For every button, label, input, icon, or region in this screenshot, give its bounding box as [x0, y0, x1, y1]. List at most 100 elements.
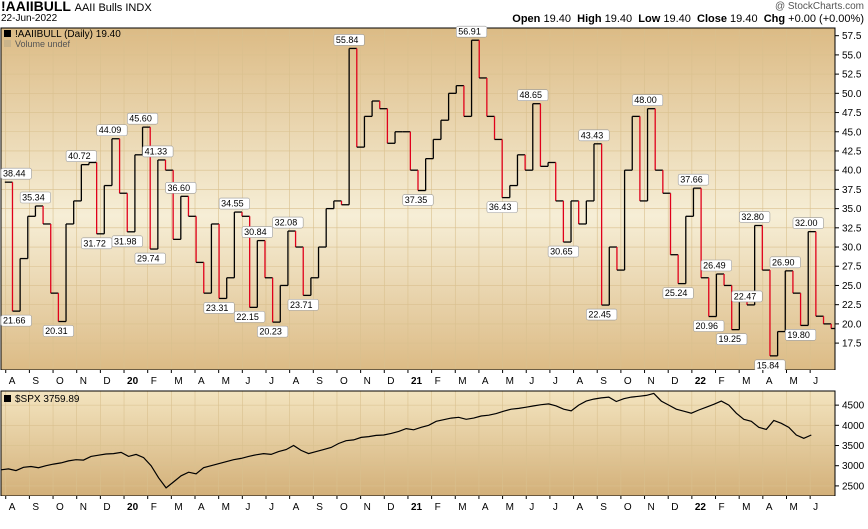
data-label-box: [662, 287, 694, 299]
data-label-box: [111, 235, 143, 248]
x-tick-label: M: [506, 502, 514, 513]
data-label: 36.43: [489, 202, 512, 212]
x-tick-label: M: [458, 376, 466, 387]
data-label: 37.35: [405, 195, 428, 205]
data-label-box: [134, 252, 166, 265]
data-label-box: [19, 191, 51, 204]
x-tick-label: N: [648, 376, 655, 387]
x-tick-label: J: [813, 376, 818, 387]
x-tick-label: S: [316, 376, 323, 387]
data-label-box: [693, 320, 725, 332]
x-tick-label: D: [387, 502, 394, 513]
y-tick-label: 52.5: [842, 70, 862, 81]
data-label: 19.80: [787, 330, 810, 340]
ohlc-readout: Open 19.40 High 19.40 Low 19.40 Close 19…: [512, 13, 864, 25]
x-tick-label: N: [80, 376, 87, 387]
x-tick-label: S: [316, 502, 323, 513]
data-label: 22.47: [734, 291, 757, 301]
bulls-x-axis: A S O N D 20 F M A M J J A S O N D 21 F M A M J J A S O N D 22 F M A M J: [0, 370, 868, 391]
low-value: 19.40: [663, 13, 691, 25]
x-tick-label: J: [269, 376, 274, 387]
y-tick-label: 40.0: [842, 166, 862, 177]
x-tick-label: N: [364, 502, 371, 513]
x-tick-label: A: [482, 502, 489, 513]
symbol: !AAIIBULL: [1, 0, 71, 14]
y-tick-label: 32.5: [842, 223, 862, 234]
stockcharts-credit: @ StockCharts.com: [774, 1, 864, 12]
x-tick-label: A: [766, 502, 773, 513]
x-tick-label: A: [198, 376, 205, 387]
x-axis-background: [0, 496, 868, 517]
data-label: 41.33: [145, 146, 168, 156]
data-label-box: [0, 314, 32, 327]
data-label: 30.84: [244, 227, 267, 237]
y-tick-label: 37.5: [842, 185, 862, 196]
data-label: 30.65: [550, 247, 573, 257]
data-label: 32.80: [741, 212, 764, 222]
panel-background: [1, 391, 835, 496]
data-label-box: [203, 302, 235, 314]
data-label-box: [165, 182, 197, 194]
data-label: 31.72: [83, 238, 106, 248]
x-tick-label: S: [32, 376, 39, 387]
x-tick-label: D: [671, 376, 678, 387]
x-tick-label: J: [529, 376, 534, 387]
data-label: 23.71: [290, 300, 313, 310]
data-label-box: [402, 194, 434, 206]
x-tick-label: A: [577, 502, 584, 513]
x-tick-label: 20: [127, 502, 139, 513]
spx-y-tick-label: 3500: [842, 441, 865, 452]
x-tick-label: A: [577, 376, 584, 387]
data-label: 22.45: [588, 310, 611, 320]
data-label-box: [456, 25, 488, 38]
spx-y-tick-label: 4500: [842, 401, 865, 412]
x-tick-label: M: [742, 502, 750, 513]
spx-line: [0, 392, 812, 489]
x-tick-label: F: [719, 376, 725, 387]
data-label-box: [739, 211, 771, 223]
x-tick-label: J: [813, 502, 818, 513]
spx-y-tick-label: 3000: [842, 461, 865, 472]
x-tick-label: S: [600, 502, 607, 513]
x-tick-label: N: [80, 502, 87, 513]
y-tick-label: 45.0: [842, 127, 862, 138]
y-tick-label: 17.5: [842, 339, 862, 350]
data-label-box: [127, 112, 159, 125]
symbol-name: AAII Bulls INDX: [74, 2, 152, 14]
x-tick-label: D: [671, 502, 678, 513]
x-tick-label: M: [222, 502, 230, 513]
data-label-box: [785, 329, 817, 341]
open-value: 19.40: [543, 13, 571, 25]
bulls-panel: 17.5 20.0 22.5 25.0 27.5 30.0 32.5 35.0 37.5 40.0…: [0, 25, 868, 372]
x-tick-label: A: [9, 376, 16, 387]
data-label: 55.84: [336, 35, 359, 45]
data-label-box: [700, 259, 732, 272]
x-tick-label: M: [742, 376, 750, 387]
x-tick-label: M: [789, 376, 797, 387]
data-label-box: [716, 333, 748, 345]
y-tick-label: 57.5: [842, 31, 862, 42]
x-tick-label: F: [435, 376, 441, 387]
data-label-box: [486, 201, 518, 213]
data-label: 20.23: [259, 327, 282, 337]
spx-panel-title: $SPX 3759.89: [15, 394, 80, 405]
data-label-box: [65, 150, 97, 162]
x-tick-label: M: [174, 376, 182, 387]
data-label: 26.49: [703, 261, 726, 271]
spx-y-tick-label: 4000: [842, 421, 865, 432]
data-label: 35.34: [22, 192, 45, 202]
y-tick-label: 30.0: [842, 243, 862, 254]
x-tick-label: D: [387, 376, 394, 387]
data-label: 37.66: [680, 175, 703, 185]
data-label: 25.24: [665, 288, 688, 298]
x-tick-label: J: [269, 502, 274, 513]
x-tick-label: M: [506, 376, 514, 387]
x-tick-label: N: [364, 376, 371, 387]
data-label: 26.90: [772, 257, 795, 267]
data-label-box: [96, 124, 128, 137]
x-tick-label: F: [719, 502, 725, 513]
data-label: 19.25: [718, 334, 741, 344]
x-tick-label: M: [458, 502, 466, 513]
data-label: 20.31: [45, 326, 68, 336]
